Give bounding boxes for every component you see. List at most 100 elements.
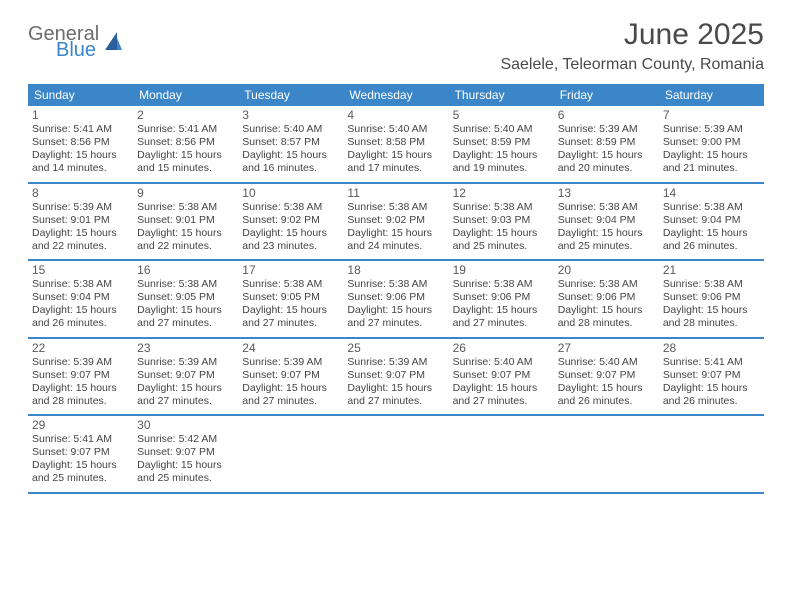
day-cell xyxy=(449,416,554,492)
daylight-line-2: and 24 minutes. xyxy=(347,240,444,253)
sunset-line: Sunset: 8:56 PM xyxy=(137,136,234,149)
sunrise-line: Sunrise: 5:38 AM xyxy=(453,278,550,291)
day-cell: 12Sunrise: 5:38 AMSunset: 9:03 PMDayligh… xyxy=(449,184,554,260)
daylight-line-2: and 25 minutes. xyxy=(137,472,234,485)
sunrise-line: Sunrise: 5:40 AM xyxy=(347,123,444,136)
day-cell: 28Sunrise: 5:41 AMSunset: 9:07 PMDayligh… xyxy=(659,339,764,415)
sunrise-line: Sunrise: 5:40 AM xyxy=(558,356,655,369)
daylight-line-1: Daylight: 15 hours xyxy=(32,459,129,472)
day-number: 28 xyxy=(663,341,760,355)
daylight-line-1: Daylight: 15 hours xyxy=(453,149,550,162)
day-number: 8 xyxy=(32,186,129,200)
day-number: 23 xyxy=(137,341,234,355)
day-cell: 29Sunrise: 5:41 AMSunset: 9:07 PMDayligh… xyxy=(28,416,133,492)
daylight-line-2: and 14 minutes. xyxy=(32,162,129,175)
daylight-line-2: and 16 minutes. xyxy=(242,162,339,175)
day-number: 25 xyxy=(347,341,444,355)
daylight-line-2: and 26 minutes. xyxy=(558,395,655,408)
day-cell xyxy=(238,416,343,492)
daylight-line-2: and 25 minutes. xyxy=(453,240,550,253)
day-number: 12 xyxy=(453,186,550,200)
day-number: 17 xyxy=(242,263,339,277)
day-number: 14 xyxy=(663,186,760,200)
daylight-line-2: and 26 minutes. xyxy=(663,240,760,253)
daylight-line-1: Daylight: 15 hours xyxy=(242,382,339,395)
sunrise-line: Sunrise: 5:38 AM xyxy=(347,278,444,291)
daylight-line-2: and 27 minutes. xyxy=(453,395,550,408)
day-number: 9 xyxy=(137,186,234,200)
sunset-line: Sunset: 9:06 PM xyxy=(347,291,444,304)
sunset-line: Sunset: 9:06 PM xyxy=(558,291,655,304)
sunset-line: Sunset: 9:01 PM xyxy=(32,214,129,227)
daylight-line-1: Daylight: 15 hours xyxy=(347,304,444,317)
daylight-line-2: and 28 minutes. xyxy=(558,317,655,330)
daylight-line-2: and 22 minutes. xyxy=(137,240,234,253)
sunrise-line: Sunrise: 5:39 AM xyxy=(558,123,655,136)
daylight-line-2: and 26 minutes. xyxy=(32,317,129,330)
daylight-line-2: and 26 minutes. xyxy=(663,395,760,408)
day-cell: 13Sunrise: 5:38 AMSunset: 9:04 PMDayligh… xyxy=(554,184,659,260)
sunset-line: Sunset: 9:04 PM xyxy=(32,291,129,304)
sunrise-line: Sunrise: 5:38 AM xyxy=(242,201,339,214)
day-header: Thursday xyxy=(449,84,554,106)
day-cell: 21Sunrise: 5:38 AMSunset: 9:06 PMDayligh… xyxy=(659,261,764,337)
sunrise-line: Sunrise: 5:38 AM xyxy=(32,278,129,291)
day-header: Wednesday xyxy=(343,84,448,106)
day-cell xyxy=(554,416,659,492)
sunrise-line: Sunrise: 5:38 AM xyxy=(347,201,444,214)
daylight-line-1: Daylight: 15 hours xyxy=(558,304,655,317)
sunset-line: Sunset: 8:58 PM xyxy=(347,136,444,149)
day-header-row: SundayMondayTuesdayWednesdayThursdayFrid… xyxy=(28,84,764,106)
daylight-line-2: and 27 minutes. xyxy=(137,317,234,330)
daylight-line-1: Daylight: 15 hours xyxy=(32,149,129,162)
daylight-line-1: Daylight: 15 hours xyxy=(558,227,655,240)
location-text: Saelele, Teleorman County, Romania xyxy=(500,56,764,74)
logo: General Blue xyxy=(28,18,123,60)
daylight-line-1: Daylight: 15 hours xyxy=(32,382,129,395)
calendar-page: General Blue June 2025 Saelele, Teleorma… xyxy=(0,0,792,504)
sunrise-line: Sunrise: 5:40 AM xyxy=(242,123,339,136)
day-cell: 11Sunrise: 5:38 AMSunset: 9:02 PMDayligh… xyxy=(343,184,448,260)
sunset-line: Sunset: 9:02 PM xyxy=(242,214,339,227)
daylight-line-2: and 27 minutes. xyxy=(347,317,444,330)
day-cell: 23Sunrise: 5:39 AMSunset: 9:07 PMDayligh… xyxy=(133,339,238,415)
daylight-line-1: Daylight: 15 hours xyxy=(32,304,129,317)
day-header: Tuesday xyxy=(238,84,343,106)
week-row: 15Sunrise: 5:38 AMSunset: 9:04 PMDayligh… xyxy=(28,261,764,339)
daylight-line-1: Daylight: 15 hours xyxy=(558,149,655,162)
daylight-line-2: and 28 minutes. xyxy=(32,395,129,408)
sunrise-line: Sunrise: 5:39 AM xyxy=(242,356,339,369)
sunrise-line: Sunrise: 5:41 AM xyxy=(32,433,129,446)
day-cell: 5Sunrise: 5:40 AMSunset: 8:59 PMDaylight… xyxy=(449,106,554,182)
sunset-line: Sunset: 9:04 PM xyxy=(558,214,655,227)
sunset-line: Sunset: 9:00 PM xyxy=(663,136,760,149)
sunset-line: Sunset: 9:07 PM xyxy=(137,369,234,382)
sunset-line: Sunset: 9:07 PM xyxy=(347,369,444,382)
daylight-line-2: and 17 minutes. xyxy=(347,162,444,175)
sunrise-line: Sunrise: 5:41 AM xyxy=(137,123,234,136)
sunset-line: Sunset: 9:07 PM xyxy=(663,369,760,382)
week-row: 22Sunrise: 5:39 AMSunset: 9:07 PMDayligh… xyxy=(28,339,764,417)
logo-text: General Blue xyxy=(28,24,99,60)
daylight-line-2: and 25 minutes. xyxy=(558,240,655,253)
daylight-line-1: Daylight: 15 hours xyxy=(137,227,234,240)
day-cell: 22Sunrise: 5:39 AMSunset: 9:07 PMDayligh… xyxy=(28,339,133,415)
daylight-line-2: and 19 minutes. xyxy=(453,162,550,175)
daylight-line-1: Daylight: 15 hours xyxy=(347,149,444,162)
daylight-line-1: Daylight: 15 hours xyxy=(663,382,760,395)
day-cell: 8Sunrise: 5:39 AMSunset: 9:01 PMDaylight… xyxy=(28,184,133,260)
sunrise-line: Sunrise: 5:41 AM xyxy=(32,123,129,136)
sunrise-line: Sunrise: 5:40 AM xyxy=(453,356,550,369)
day-number: 20 xyxy=(558,263,655,277)
day-cell: 17Sunrise: 5:38 AMSunset: 9:05 PMDayligh… xyxy=(238,261,343,337)
day-number: 2 xyxy=(137,108,234,122)
sunrise-line: Sunrise: 5:39 AM xyxy=(32,356,129,369)
day-number: 7 xyxy=(663,108,760,122)
sunset-line: Sunset: 9:03 PM xyxy=(453,214,550,227)
sunset-line: Sunset: 9:07 PM xyxy=(137,446,234,459)
week-row: 29Sunrise: 5:41 AMSunset: 9:07 PMDayligh… xyxy=(28,416,764,494)
day-cell: 9Sunrise: 5:38 AMSunset: 9:01 PMDaylight… xyxy=(133,184,238,260)
sunrise-line: Sunrise: 5:38 AM xyxy=(137,278,234,291)
sunset-line: Sunset: 9:07 PM xyxy=(32,369,129,382)
daylight-line-2: and 20 minutes. xyxy=(558,162,655,175)
